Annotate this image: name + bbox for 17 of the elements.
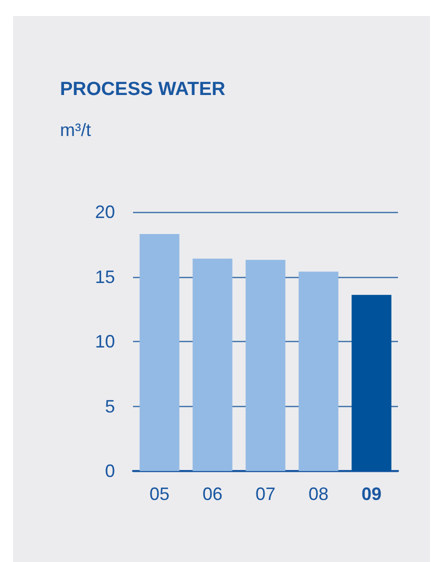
y-tick-label: 0 [104, 461, 115, 481]
bar [298, 272, 338, 471]
x-tick-label: 07 [255, 484, 276, 504]
y-tick-label: 5 [104, 396, 115, 416]
bar [246, 260, 286, 471]
bar [352, 294, 392, 471]
y-tick-label: 20 [94, 202, 115, 222]
bar [192, 258, 232, 471]
x-tick-label: 09 [361, 484, 382, 504]
y-tick-label: 10 [94, 332, 115, 352]
chart-title: PROCESS WATER [60, 79, 226, 100]
y-tick-label: 15 [94, 266, 115, 287]
x-tick-label: 05 [149, 484, 170, 504]
x-tick-label: 08 [308, 484, 329, 504]
bar [140, 234, 180, 471]
y-axis-title: m³/t [60, 120, 91, 140]
x-tick-label: 06 [202, 484, 223, 504]
